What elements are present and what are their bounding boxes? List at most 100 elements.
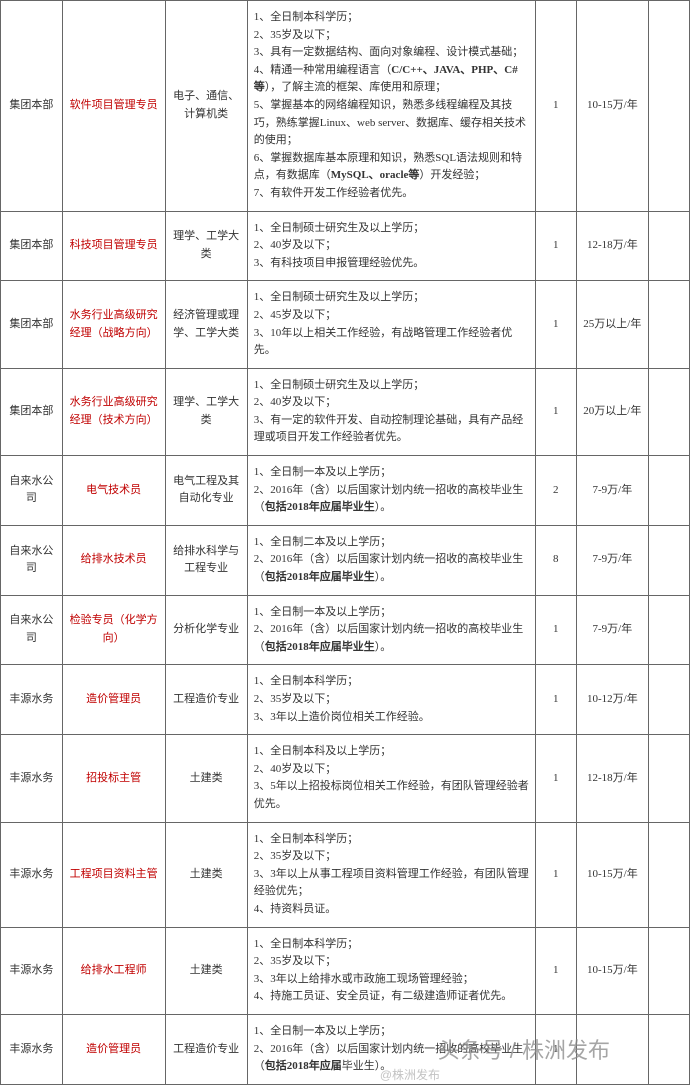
salary-cell: 20万以上/年 <box>576 368 648 455</box>
salary-cell: 10-12万/年 <box>576 665 648 735</box>
salary-cell: 10-15万/年 <box>576 822 648 927</box>
requirement-line: 4、持施工员证、安全员证，有二级建造师证者优先。 <box>254 988 531 1006</box>
requirement-line: 3、5年以上招投标岗位相关工作经验，有团队管理经验者优先。 <box>254 778 531 813</box>
requirement-line: 2、35岁及以下； <box>254 27 531 45</box>
count-cell: 1 <box>535 665 576 735</box>
extra-cell <box>648 281 689 368</box>
count-cell: 1 <box>535 368 576 455</box>
requirements-cell: 1、全日制二本及以上学历；2、2016年（含）以后国家计划内统一招收的高校毕业生… <box>247 525 535 595</box>
requirement-line: 3、有一定的软件开发、自动控制理论基础，具有产品经理或项目开发工作经验者优先。 <box>254 412 531 447</box>
dept-cell: 丰源水务 <box>1 927 63 1014</box>
count-cell: 2 <box>535 456 576 526</box>
requirements-cell: 1、全日制本科学历；2、35岁及以下；3、具有一定数据结构、面向对象编程、设计模… <box>247 1 535 212</box>
requirements-cell: 1、全日制本科学历；2、35岁及以下；3、3年以上从事工程项目资料管理工作经验，… <box>247 822 535 927</box>
requirement-line: 1、全日制本科学历； <box>254 9 531 27</box>
table-row: 集团本部水务行业高级研究经理（技术方向）理学、工学大类1、全日制硕士研究生及以上… <box>1 368 690 455</box>
count-cell: 1 <box>535 595 576 665</box>
requirement-line: 2、35岁及以下； <box>254 848 531 866</box>
major-cell: 理学、工学大类 <box>165 211 247 281</box>
salary-cell: 12-18万/年 <box>576 735 648 822</box>
major-cell: 土建类 <box>165 822 247 927</box>
requirement-line: 6、掌握数据库基本原理和知识，熟悉SQL语法规则和特点，有数据库（MySQL、o… <box>254 150 531 185</box>
count-cell: 8 <box>535 525 576 595</box>
position-cell: 科技项目管理专员 <box>62 211 165 281</box>
count-cell: 1 <box>535 211 576 281</box>
table-row: 丰源水务招投标主管土建类1、全日制本科及以上学历；2、40岁及以下；3、5年以上… <box>1 735 690 822</box>
requirement-line: 1、全日制硕士研究生及以上学历； <box>254 220 531 238</box>
dept-cell: 自来水公司 <box>1 525 63 595</box>
position-cell: 水务行业高级研究经理（技术方向） <box>62 368 165 455</box>
requirement-line: 2、45岁及以下； <box>254 307 531 325</box>
requirements-cell: 1、全日制硕士研究生及以上学历；2、45岁及以下；3、10年以上相关工作经验，有… <box>247 281 535 368</box>
extra-cell <box>648 595 689 665</box>
requirement-line: 1、全日制本科及以上学历； <box>254 743 531 761</box>
position-cell: 检验专员（化学方向） <box>62 595 165 665</box>
requirement-line: 4、精通一种常用编程语言（C/C++、JAVA、PHP、C#等），了解主流的框架… <box>254 62 531 97</box>
count-cell: 1 <box>535 735 576 822</box>
extra-cell <box>648 822 689 927</box>
table-row: 丰源水务造价管理员工程造价专业1、全日制本科学历；2、35岁及以下；3、3年以上… <box>1 665 690 735</box>
requirement-line: 1、全日制二本及以上学历； <box>254 534 531 552</box>
count-cell: 1 <box>535 281 576 368</box>
extra-cell <box>648 1014 689 1084</box>
extra-cell <box>648 927 689 1014</box>
extra-cell <box>648 525 689 595</box>
requirements-cell: 1、全日制一本及以上学历；2、2016年（含）以后国家计划内统一招收的高校毕业生… <box>247 456 535 526</box>
position-cell: 水务行业高级研究经理（战略方向） <box>62 281 165 368</box>
dept-cell: 自来水公司 <box>1 456 63 526</box>
table-row: 丰源水务给排水工程师土建类1、全日制本科学历；2、35岁及以下；3、3年以上给排… <box>1 927 690 1014</box>
extra-cell <box>648 1 689 212</box>
requirement-line: 2、35岁及以下； <box>254 691 531 709</box>
requirement-line: 2、2016年（含）以后国家计划内统一招收的高校毕业生（包括2018年应届毕业生… <box>254 1041 531 1076</box>
dept-cell: 丰源水务 <box>1 1014 63 1084</box>
extra-cell <box>648 211 689 281</box>
salary-cell: 10-15万/年 <box>576 1 648 212</box>
major-cell: 经济管理或理学、工学大类 <box>165 281 247 368</box>
major-cell: 分析化学专业 <box>165 595 247 665</box>
requirement-line: 1、全日制本科学历； <box>254 673 531 691</box>
position-cell: 造价管理员 <box>62 665 165 735</box>
count-cell: 1 <box>535 927 576 1014</box>
requirements-cell: 1、全日制本科学历；2、35岁及以下；3、3年以上造价岗位相关工作经验。 <box>247 665 535 735</box>
salary-cell: 12-18万/年 <box>576 211 648 281</box>
table-row: 自来水公司检验专员（化学方向）分析化学专业1、全日制一本及以上学历；2、2016… <box>1 595 690 665</box>
requirement-line: 1、全日制本科学历； <box>254 936 531 954</box>
requirements-cell: 1、全日制一本及以上学历；2、2016年（含）以后国家计划内统一招收的高校毕业生… <box>247 595 535 665</box>
dept-cell: 集团本部 <box>1 1 63 212</box>
salary-cell: 7-9万/年 <box>576 525 648 595</box>
requirements-cell: 1、全日制硕士研究生及以上学历；2、40岁及以下；3、有科技项目申报管理经验优先… <box>247 211 535 281</box>
major-cell: 电子、通信、计算机类 <box>165 1 247 212</box>
requirements-cell: 1、全日制本科学历；2、35岁及以下；3、3年以上给排水或市政施工现场管理经验；… <box>247 927 535 1014</box>
requirements-cell: 1、全日制一本及以上学历；2、2016年（含）以后国家计划内统一招收的高校毕业生… <box>247 1014 535 1084</box>
dept-cell: 集团本部 <box>1 281 63 368</box>
dept-cell: 丰源水务 <box>1 735 63 822</box>
count-cell: 1 <box>535 1 576 212</box>
requirement-line: 2、35岁及以下； <box>254 953 531 971</box>
requirement-line: 1、全日制硕士研究生及以上学历； <box>254 377 531 395</box>
major-cell: 土建类 <box>165 927 247 1014</box>
requirement-line: 2、2016年（含）以后国家计划内统一招收的高校毕业生（包括2018年应届毕业生… <box>254 482 531 517</box>
salary-cell: 25万以上/年 <box>576 281 648 368</box>
requirement-line: 7、有软件开发工作经验者优先。 <box>254 185 531 203</box>
major-cell: 土建类 <box>165 735 247 822</box>
requirements-cell: 1、全日制本科及以上学历；2、40岁及以下；3、5年以上招投标岗位相关工作经验，… <box>247 735 535 822</box>
major-cell: 电气工程及其自动化专业 <box>165 456 247 526</box>
requirement-line: 1、全日制一本及以上学历； <box>254 604 531 622</box>
requirement-line: 2、2016年（含）以后国家计划内统一招收的高校毕业生（包括2018年应届毕业生… <box>254 621 531 656</box>
dept-cell: 自来水公司 <box>1 595 63 665</box>
requirement-line: 3、有科技项目申报管理经验优先。 <box>254 255 531 273</box>
extra-cell <box>648 456 689 526</box>
position-cell: 给排水技术员 <box>62 525 165 595</box>
requirement-line: 3、10年以上相关工作经验，有战略管理工作经验者优先。 <box>254 325 531 360</box>
requirement-line: 2、40岁及以下； <box>254 237 531 255</box>
table-row: 丰源水务工程项目资料主管土建类1、全日制本科学历；2、35岁及以下；3、3年以上… <box>1 822 690 927</box>
requirement-line: 5、掌握基本的网络编程知识，熟悉多线程编程及其技巧，熟练掌握Linux、web … <box>254 97 531 150</box>
position-cell: 工程项目资料主管 <box>62 822 165 927</box>
major-cell: 工程造价专业 <box>165 665 247 735</box>
requirement-line: 3、3年以上从事工程项目资料管理工作经验，有团队管理经验优先； <box>254 866 531 901</box>
major-cell: 给排水科学与工程专业 <box>165 525 247 595</box>
extra-cell <box>648 665 689 735</box>
requirement-line: 3、3年以上给排水或市政施工现场管理经验； <box>254 971 531 989</box>
requirement-line: 3、具有一定数据结构、面向对象编程、设计模式基础； <box>254 44 531 62</box>
table-row: 自来水公司电气技术员电气工程及其自动化专业1、全日制一本及以上学历；2、2016… <box>1 456 690 526</box>
